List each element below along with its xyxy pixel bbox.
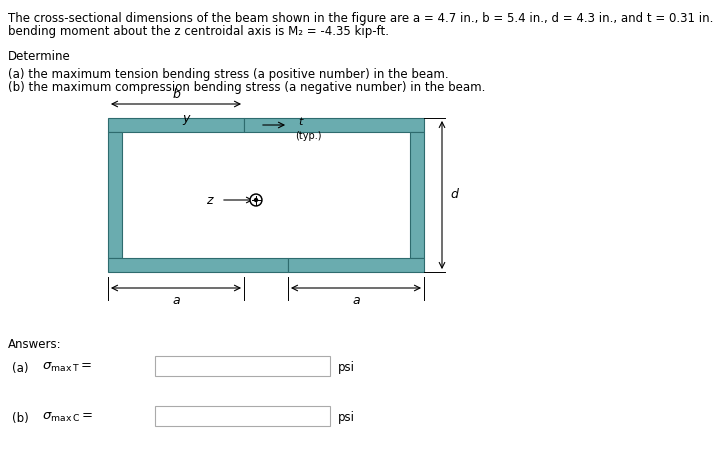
Text: (b) the maximum compression bending stress (a negative number) in the beam.: (b) the maximum compression bending stre… (8, 81, 485, 94)
Text: psi: psi (338, 411, 355, 424)
Text: The cross-sectional dimensions of the beam shown in the figure are a = 4.7 in., : The cross-sectional dimensions of the be… (8, 12, 715, 25)
Text: d: d (450, 188, 458, 202)
Text: y: y (182, 112, 189, 125)
Bar (244, 118, 424, 132)
Circle shape (252, 196, 260, 204)
Text: Determine: Determine (8, 50, 71, 63)
Bar (108, 118, 244, 132)
Text: (b): (b) (12, 412, 29, 425)
Text: t: t (298, 117, 302, 127)
Text: (a): (a) (12, 362, 29, 375)
Circle shape (255, 198, 257, 202)
Text: bending moment about the z centroidal axis is M₂ = -4.35 kip-ft.: bending moment about the z centroidal ax… (8, 25, 389, 38)
Text: z: z (206, 193, 212, 207)
Text: $\sigma_{\mathrm{max\,T}}=$: $\sigma_{\mathrm{max\,T}}=$ (42, 361, 92, 374)
Bar (108, 258, 288, 272)
Text: Answers:: Answers: (8, 338, 61, 351)
Text: $\sigma_{\mathrm{max\,C}}=$: $\sigma_{\mathrm{max\,C}}=$ (42, 411, 93, 424)
FancyBboxPatch shape (155, 356, 330, 376)
Bar (410, 132, 424, 258)
Text: a: a (352, 294, 360, 307)
FancyBboxPatch shape (155, 406, 330, 426)
Circle shape (250, 194, 262, 206)
Text: (a) the maximum tension bending stress (a positive number) in the beam.: (a) the maximum tension bending stress (… (8, 68, 448, 81)
Text: psi: psi (338, 361, 355, 374)
Text: a: a (172, 294, 179, 307)
Text: (typ.): (typ.) (295, 131, 321, 141)
Bar (288, 258, 424, 272)
Bar (108, 132, 122, 258)
Text: b: b (172, 87, 180, 101)
